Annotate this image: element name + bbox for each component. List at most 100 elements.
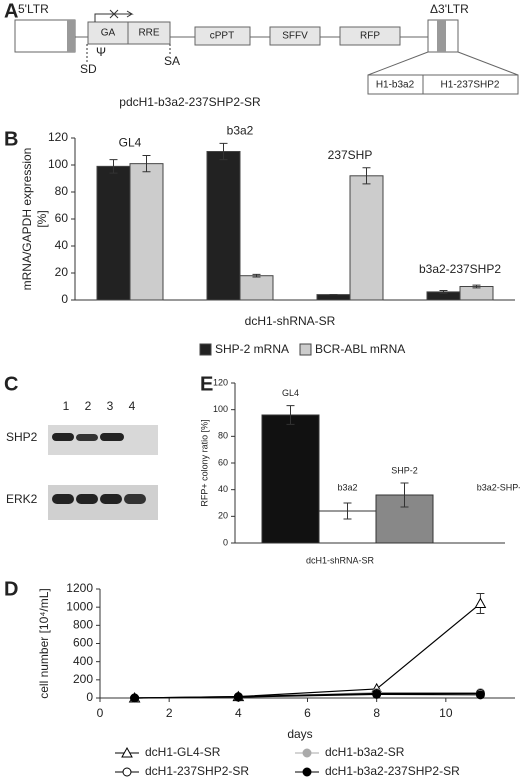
- lane-label: 2: [85, 399, 92, 413]
- sd-label: SD: [80, 62, 97, 76]
- element-box: [127, 21, 171, 45]
- category-label: b3a2-SHP-2: [477, 482, 520, 492]
- y-tick-label: 100: [48, 157, 68, 171]
- y-axis-label: [%]: [35, 210, 49, 227]
- cassette-label: H1-b3a2: [376, 80, 415, 91]
- category-label: b3a2-237SHP2: [419, 262, 501, 276]
- blot-band: [76, 494, 98, 504]
- y-tick-label: 200: [73, 672, 93, 686]
- element-label: cPPT: [210, 31, 234, 42]
- error-bar: [219, 142, 228, 161]
- x-tick-label: 0: [97, 706, 104, 720]
- error-bar: [109, 159, 118, 174]
- category-label: 237SHP: [328, 148, 373, 162]
- element-label: RRE: [138, 28, 159, 39]
- category-label: GL4: [119, 136, 142, 150]
- category-label: GL4: [282, 388, 299, 398]
- series-line: [134, 603, 481, 699]
- marker: [474, 597, 487, 609]
- category-label: b3a2: [337, 482, 357, 492]
- category-label: SHP-2: [391, 465, 418, 475]
- ltr-band: [67, 20, 75, 52]
- y-tick-label: 60: [55, 211, 69, 225]
- cassette-box: [367, 74, 519, 95]
- panel-label: C: [4, 373, 18, 395]
- y-tick-label: 40: [55, 238, 69, 252]
- zoom-lines: [367, 51, 519, 76]
- x-tick-label: 2: [166, 706, 173, 720]
- y-tick-label: 800: [73, 618, 93, 632]
- bar: [316, 294, 351, 301]
- element-label: SFFV: [282, 31, 308, 42]
- error-bar: [343, 502, 352, 520]
- marker: [130, 693, 140, 703]
- ltr5-label: 5'LTR: [18, 2, 49, 16]
- category-label: b3a2: [227, 124, 254, 138]
- bar: [129, 163, 164, 301]
- x-tick-label: 8: [373, 706, 380, 720]
- element-box: [269, 26, 321, 46]
- y-tick-label: 20: [218, 511, 228, 521]
- bar: [239, 275, 274, 301]
- series-line: [134, 693, 481, 699]
- panel-label: A: [4, 0, 18, 22]
- blot-band: [52, 433, 74, 441]
- legend-label: BCR-ABL mRNA: [315, 342, 405, 356]
- row-label: ERK2: [6, 492, 38, 506]
- y-tick-label: 20: [55, 265, 69, 279]
- panel-label: B: [4, 128, 18, 150]
- legend-label: dcH1-GL4-SR: [145, 745, 221, 759]
- blot-band: [124, 494, 146, 504]
- bar: [206, 151, 241, 301]
- error-bar: [439, 290, 448, 294]
- element-box: [194, 26, 251, 46]
- sa-label: SA: [164, 54, 180, 68]
- panel-label: D: [4, 578, 18, 600]
- marker: [372, 689, 382, 699]
- x-axis-label: days: [287, 727, 312, 741]
- legend-label: dcH1-b3a2-237SHP2-SR: [325, 764, 460, 778]
- x-axis-label: dcH1-shRNA-SR: [306, 555, 375, 565]
- y-tick-label: 80: [218, 431, 228, 441]
- y-tick-label: 40: [218, 484, 228, 494]
- y-tick-label: 120: [48, 130, 68, 144]
- bar: [261, 414, 320, 544]
- x-tick-label: 6: [304, 706, 311, 720]
- element-label: GA: [101, 28, 116, 39]
- legend-swatch: [199, 343, 212, 356]
- error-bar: [142, 155, 151, 173]
- y-tick-label: 1200: [66, 581, 93, 595]
- legend-label: SHP-2 mRNA: [215, 342, 289, 356]
- cassette-label: H1-237SHP2: [441, 80, 500, 91]
- legend-swatch: [299, 343, 312, 356]
- lane-label: 3: [107, 399, 114, 413]
- error-bar: [286, 405, 295, 425]
- ltr3-label: Δ3'LTR: [430, 2, 469, 16]
- element-box: [339, 26, 401, 46]
- lane-label: 4: [129, 399, 136, 413]
- blot-band: [100, 494, 122, 504]
- y-tick-label: 0: [61, 292, 68, 306]
- blot-band: [52, 494, 74, 504]
- y-tick-label: 600: [73, 636, 93, 650]
- y-tick-label: 0: [223, 537, 228, 547]
- error-bar: [362, 167, 371, 185]
- bar: [96, 165, 131, 301]
- error-bar: [252, 273, 261, 278]
- y-axis-label: cell number [10⁴/mL]: [37, 588, 51, 699]
- panel-label: E: [200, 373, 213, 395]
- legend-marker: [122, 767, 132, 777]
- x-axis-label: dcH1-shRNA-SR: [245, 314, 336, 328]
- y-tick-label: 120: [213, 377, 228, 387]
- cross: [109, 9, 119, 19]
- marker: [233, 692, 243, 702]
- error-bar: [472, 284, 481, 289]
- blot-band: [76, 434, 98, 441]
- legend-marker: [121, 746, 133, 758]
- lane-label: 1: [63, 399, 70, 413]
- y-tick-label: 400: [73, 654, 93, 668]
- y-axis-label: RFP+ colony ratio [%]: [199, 419, 209, 506]
- ltr-box: [14, 19, 76, 53]
- bar: [459, 286, 494, 301]
